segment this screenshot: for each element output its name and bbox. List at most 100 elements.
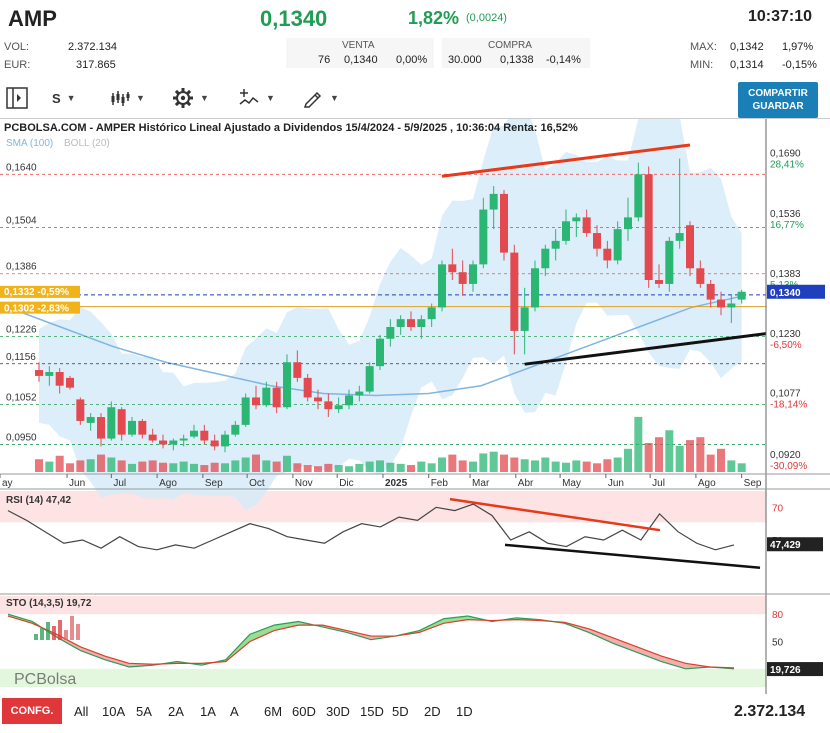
period-a[interactable]: A	[230, 704, 239, 719]
config-button[interactable]: CONFG.	[2, 698, 62, 724]
volume-bar	[179, 461, 188, 472]
max-pct: 1,97%	[782, 41, 814, 53]
compra-pct: -0,14%	[546, 54, 581, 66]
sto-axis-label: 80	[772, 610, 784, 621]
left-level-label: 0,0950	[6, 432, 37, 443]
candle-body	[624, 217, 632, 230]
change-pct: 1,82%	[408, 8, 460, 28]
candle-body	[520, 307, 529, 331]
current-price-box	[767, 284, 825, 299]
candle-body	[314, 397, 322, 402]
panel-toggle-icon	[6, 87, 28, 109]
volume-bar	[675, 445, 684, 472]
volume-bar	[66, 463, 74, 472]
last-price: 0,1340	[260, 6, 328, 31]
sto-fill	[104, 656, 129, 667]
settings-button[interactable]: ▼	[172, 86, 209, 110]
month-label: Ago	[698, 478, 716, 489]
candle-body	[737, 291, 746, 300]
drawing-tools-button[interactable]: ▼	[302, 86, 339, 110]
right-price-label: 0,1690	[770, 149, 801, 160]
volume-bar	[510, 457, 519, 472]
ask-box	[442, 38, 590, 68]
volume-bar	[613, 457, 622, 472]
right-price-label: 0,1536	[770, 209, 801, 220]
volume-bar	[500, 454, 508, 472]
volume-bar	[314, 466, 322, 472]
price-chart[interactable]: PCBOLSA.COM - AMPER Histórico Lineal Aju…	[0, 119, 830, 694]
change-abs: (0,0024)	[466, 12, 507, 24]
candle-body	[128, 420, 136, 435]
volume-bar	[541, 457, 550, 472]
volume-bar	[634, 416, 643, 472]
period-2a[interactable]: 2A	[168, 704, 184, 719]
candle-body	[500, 193, 508, 253]
sto-last-value: 19,726	[770, 665, 801, 676]
sto-oversold-zone	[0, 668, 766, 687]
period-6m[interactable]: 6M	[264, 704, 283, 719]
rsi-value-box	[767, 537, 823, 552]
period-60d[interactable]: 60D	[292, 704, 316, 719]
period-10a[interactable]: 10A	[102, 704, 126, 719]
candle-body	[489, 193, 498, 210]
candle-body	[634, 174, 643, 218]
scale-select-button[interactable]: S ▼	[52, 86, 76, 110]
period-5d[interactable]: 5D	[392, 704, 409, 719]
volume-bar	[55, 455, 64, 472]
period-15d[interactable]: 15D	[360, 704, 384, 719]
volume-bar	[272, 461, 281, 472]
badge-label: 0,1302 -2,83%	[4, 304, 69, 315]
period-30d[interactable]: 30D	[326, 704, 350, 719]
candlestick-icon	[111, 91, 130, 106]
eur-label: EUR:	[4, 59, 31, 71]
candle-body	[407, 319, 415, 327]
scale-label: S	[52, 90, 61, 106]
venta-pct: 0,00%	[396, 54, 428, 66]
candle-body	[717, 299, 725, 308]
period-all[interactable]: All	[74, 704, 89, 719]
candle-body	[665, 240, 674, 284]
pencil-icon	[303, 91, 322, 108]
toolbar-divider	[0, 118, 830, 119]
volume-bar	[655, 437, 663, 472]
chevron-down-icon: ▼	[200, 93, 209, 103]
share-save-button[interactable]: COMPARTIR GUARDAR	[738, 82, 818, 118]
volume-bar	[603, 459, 612, 472]
month-label: Sep	[744, 478, 762, 489]
candle-body	[190, 430, 198, 437]
candle-body	[458, 272, 467, 284]
indicators-button[interactable]: ▼	[238, 86, 275, 110]
period-1a[interactable]: 1A	[200, 704, 216, 719]
share-label: COMPARTIR	[748, 88, 808, 99]
chevron-down-icon: ▼	[330, 93, 339, 103]
volume-bar	[76, 460, 85, 472]
period-2d[interactable]: 2D	[424, 704, 441, 719]
candle-body	[686, 225, 694, 269]
volume-bar	[293, 463, 302, 472]
volume-bar	[531, 460, 539, 472]
month-label: Feb	[431, 478, 449, 489]
candle-body	[148, 434, 157, 441]
boll-legend: BOLL (20)	[64, 138, 110, 149]
volume-bar	[489, 451, 498, 472]
period-1d[interactable]: 1D	[456, 704, 473, 719]
month-label: May	[562, 478, 581, 489]
compra-price: 0,1338	[500, 54, 534, 66]
volume-bar	[210, 462, 219, 472]
chart-type-button[interactable]: ▼	[110, 86, 145, 110]
sma-100-line	[7, 294, 745, 397]
month-label: Oct	[249, 478, 265, 489]
month-label: Jul	[113, 478, 126, 489]
candle-body	[221, 434, 229, 447]
period-5a[interactable]: 5A	[136, 704, 152, 719]
month-label: Sep	[205, 478, 223, 489]
volume-bar	[520, 459, 529, 472]
volume-bar	[334, 465, 343, 472]
volume-bar	[283, 455, 291, 472]
candle-body	[469, 264, 477, 284]
month-label: Jun	[608, 478, 624, 489]
candle-body	[252, 397, 260, 406]
clock-time: 10:37:10	[748, 8, 813, 25]
sidebar-toggle-button[interactable]	[6, 86, 28, 110]
candle-body	[324, 401, 333, 410]
